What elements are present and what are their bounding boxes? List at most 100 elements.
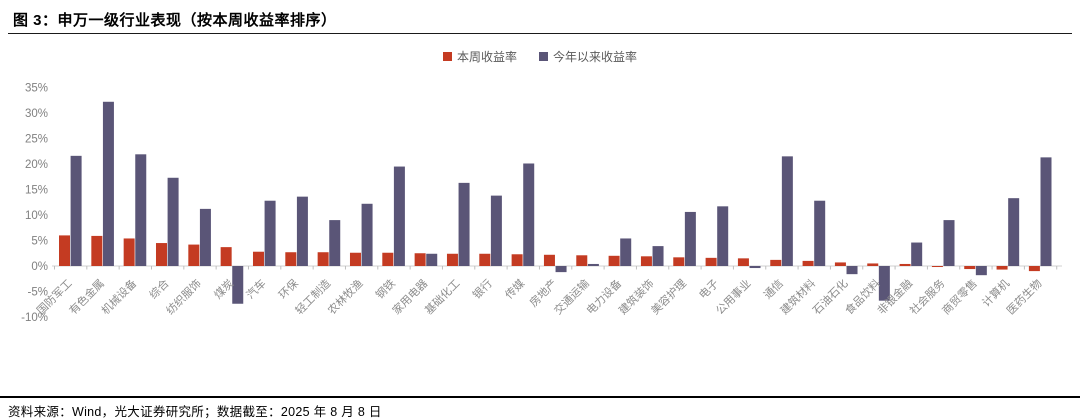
chart-bar	[878, 266, 890, 301]
chart-bar	[587, 263, 599, 266]
chart-bar	[220, 247, 232, 266]
x-axis-category-label: 计算机	[979, 276, 1012, 309]
chart-bar	[232, 266, 244, 304]
title-divider	[8, 33, 1072, 34]
legend-label-weekly: 本周收益率	[456, 50, 517, 64]
chart-bar	[426, 253, 438, 266]
chart-bar	[511, 254, 523, 266]
chart-bar	[414, 253, 426, 266]
chart-bar	[264, 200, 276, 266]
chart-bar	[102, 101, 114, 266]
chart-bar	[296, 196, 308, 266]
chart-bar	[329, 220, 341, 266]
legend-swatch-weekly	[442, 52, 452, 61]
chart-bar	[361, 203, 373, 266]
chart-bar	[867, 263, 879, 266]
x-axis-category-label: 钢铁	[373, 277, 398, 302]
y-axis-label: 10%	[25, 210, 48, 222]
x-axis-category-label: 农林牧渔	[325, 276, 366, 317]
chart-bar	[188, 244, 200, 266]
x-axis-category-label: 通信	[761, 277, 786, 302]
chart-bar	[59, 235, 70, 266]
chart-bar	[899, 263, 911, 266]
chart-bar	[770, 259, 782, 266]
chart-bar	[199, 208, 211, 266]
chart-bar	[931, 266, 943, 268]
chart-bar	[911, 242, 923, 266]
x-axis-category-label: 电子	[696, 277, 721, 302]
x-axis-category-label: 纺织服饰	[163, 276, 204, 317]
chart-bar	[1040, 157, 1052, 266]
chart-bar	[479, 253, 491, 266]
y-axis-label: -10%	[21, 312, 48, 324]
chart-bar	[749, 266, 761, 269]
chart-bar	[490, 195, 502, 266]
chart-bar	[382, 252, 394, 266]
x-axis-category-label: 基础化工	[422, 276, 463, 317]
chart-bar	[349, 252, 361, 266]
x-axis-category-label: 综合	[146, 276, 171, 301]
chart-bar	[523, 163, 535, 266]
chart-bar	[167, 177, 179, 266]
chart-bar	[640, 256, 652, 266]
chart-bar	[446, 253, 458, 266]
y-axis-label: 20%	[25, 159, 48, 171]
chart-bar	[252, 251, 264, 266]
x-axis-category-label: 美容护理	[648, 276, 689, 317]
y-axis-label: 15%	[25, 185, 48, 197]
x-axis-category-label: 医药生物	[1004, 276, 1045, 317]
legend-swatch-ytd	[539, 52, 548, 61]
chart-bar	[964, 266, 976, 270]
chart-bar	[846, 266, 858, 275]
y-axis-label: 30%	[25, 108, 48, 120]
x-axis-category-label: 汽车	[243, 276, 268, 301]
chart-bar	[543, 254, 555, 266]
chart-bar	[781, 156, 793, 266]
y-axis-label: -5%	[28, 287, 48, 299]
x-axis-category-label: 房地产	[526, 276, 559, 309]
chart-bar	[458, 182, 470, 266]
chart-bar	[673, 257, 685, 266]
chart-bar	[975, 266, 987, 276]
chart-bar	[684, 211, 696, 266]
chart-bar	[1028, 266, 1040, 272]
chart-bar	[717, 206, 729, 266]
legend-item-weekly: 本周收益率	[442, 48, 517, 65]
chart-bar	[802, 260, 814, 266]
footer-divider	[0, 396, 1080, 398]
y-axis-label: 0%	[31, 261, 48, 273]
x-axis-category-label: 传媒	[502, 277, 527, 302]
chart-legend: 本周收益率 今年以来收益率	[0, 48, 1080, 65]
chart-bar	[91, 235, 103, 266]
chart-bar	[814, 200, 826, 266]
x-axis-category-label: 环保	[275, 276, 300, 301]
chart-bar	[943, 220, 955, 266]
chart-bar	[620, 238, 632, 266]
chart-bar	[123, 238, 135, 266]
chart-bar	[135, 154, 147, 266]
legend-item-ytd: 今年以来收益率	[539, 48, 637, 65]
chart-bar	[70, 155, 82, 266]
chart-bar	[652, 246, 664, 266]
chart-bar	[155, 243, 167, 266]
source-note: 资料来源：Wind，光大证券研究所；数据截至：2025 年 8 月 8 日	[8, 405, 382, 419]
chart-bar	[608, 255, 620, 266]
chart-bar	[834, 262, 846, 266]
chart-bar	[555, 266, 567, 273]
y-axis-label: 35%	[25, 83, 48, 95]
chart-bar	[576, 255, 588, 266]
x-axis-category-label: 机械设备	[98, 276, 139, 317]
chart-bar	[737, 258, 749, 266]
x-axis-category-label: 商贸零售	[939, 276, 980, 317]
chart-bar	[317, 252, 329, 266]
chart-bar	[705, 257, 717, 266]
y-axis-label: 25%	[25, 134, 48, 146]
figure-title: 图 3：申万一级行业表现（按本周收益率排序）	[13, 12, 337, 29]
x-axis-category-label: 公用事业	[713, 277, 753, 317]
chart-bar	[393, 166, 405, 266]
y-axis-label: 5%	[31, 236, 48, 248]
chart-bar	[1008, 198, 1020, 266]
chart-bar	[285, 252, 297, 266]
